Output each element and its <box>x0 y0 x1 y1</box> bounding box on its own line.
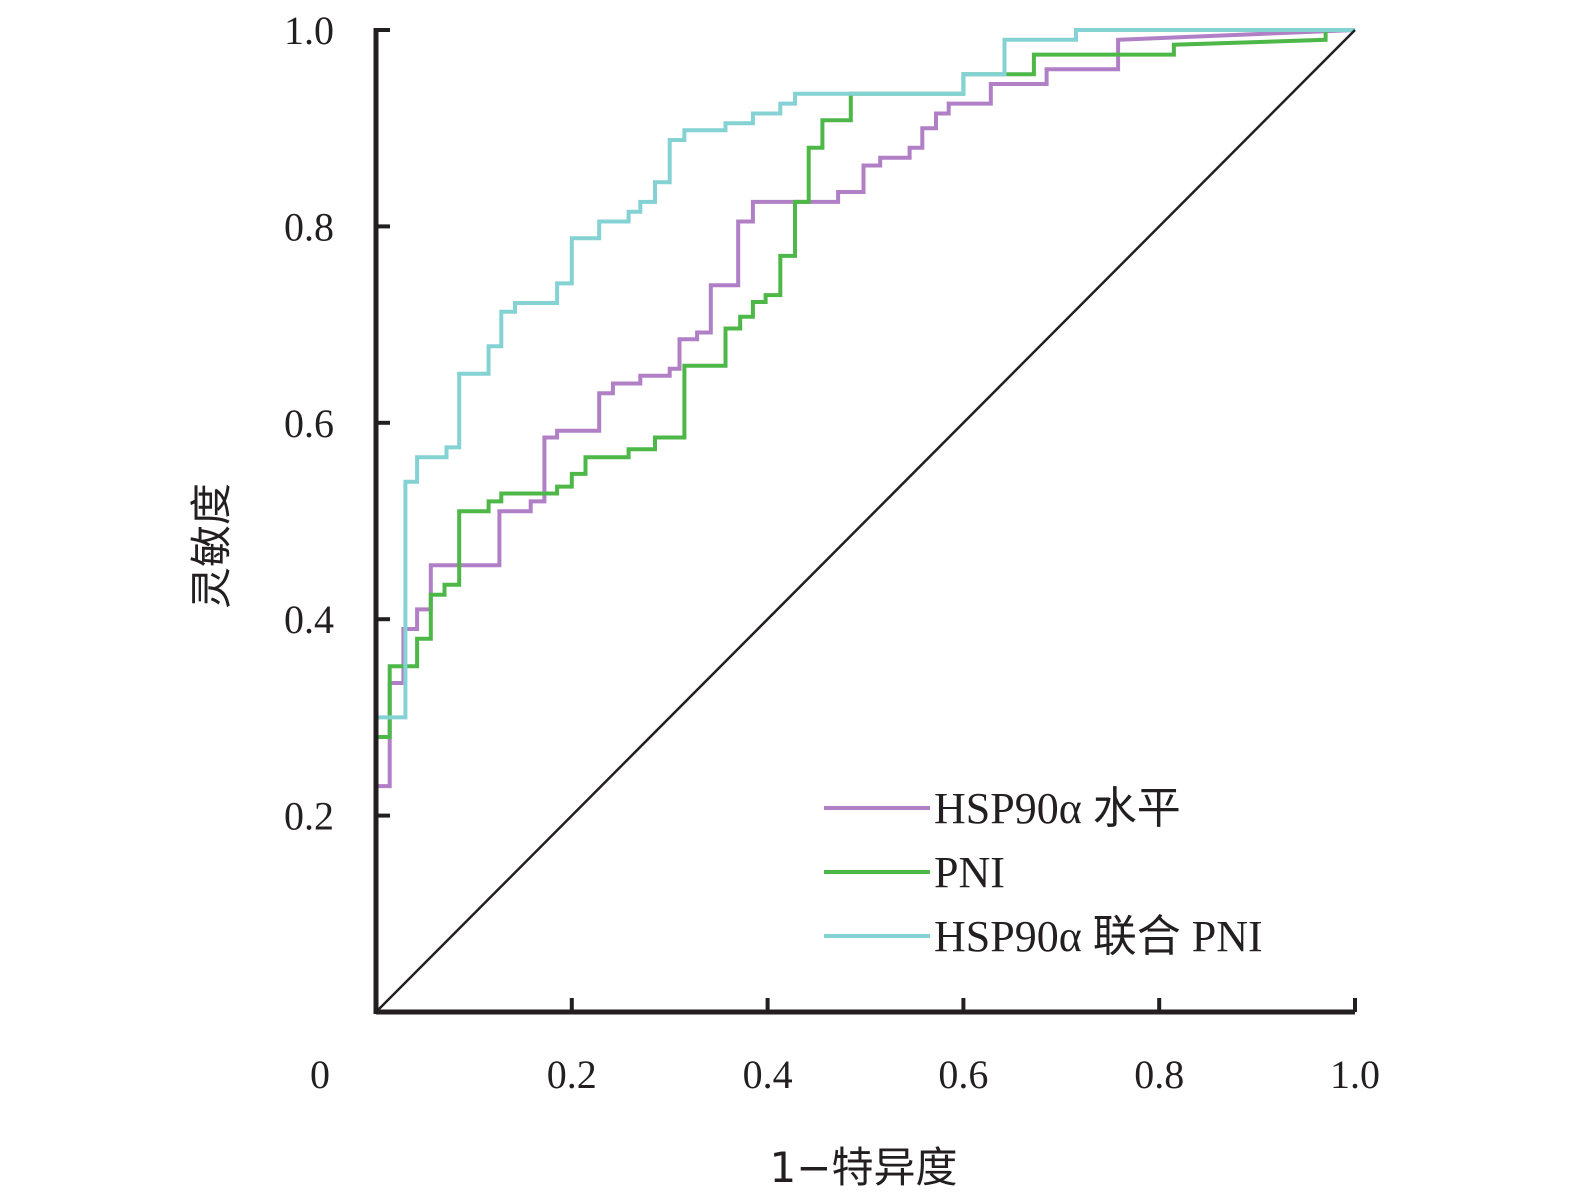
series-line-1 <box>376 28 1356 789</box>
reference-diagonal <box>375 29 1356 1013</box>
y-tick-label: 0.8 <box>284 204 334 249</box>
x-ticks: 0.2 0.4 0.6 0.8 1.0 <box>547 998 1380 1097</box>
axes <box>373 28 1355 1015</box>
legend-label: HSP90α 联合 PNI <box>934 912 1263 961</box>
x-tick-label: 1.0 <box>1330 1052 1380 1097</box>
y-ticks: 0.2 0.4 0.6 0.8 1.0 <box>284 8 390 839</box>
series-line-2 <box>376 28 1355 739</box>
legend: HSP90α 水平 PNI HSP90α 联合 PNI <box>824 784 1263 961</box>
origin-label: 0 <box>310 1052 330 1097</box>
y-axis-title: 灵敏度 <box>187 483 236 609</box>
legend-label: HSP90α 水平 <box>934 784 1181 833</box>
y-tick-label: 0.6 <box>284 401 334 446</box>
legend-label: PNI <box>934 848 1005 897</box>
y-tick-label: 0.4 <box>284 597 334 642</box>
roc-curves <box>376 28 1356 789</box>
y-tick-label: 0.2 <box>284 794 334 839</box>
x-tick-label: 0.8 <box>1134 1052 1184 1097</box>
series-line-3 <box>376 28 1355 720</box>
x-tick-label: 0.4 <box>743 1052 793 1097</box>
x-tick-label: 0.2 <box>547 1052 597 1097</box>
y-tick-label: 1.0 <box>284 8 334 53</box>
x-tick-label: 0.6 <box>938 1052 988 1097</box>
x-axis-title: 1−特异度 <box>770 1143 958 1192</box>
